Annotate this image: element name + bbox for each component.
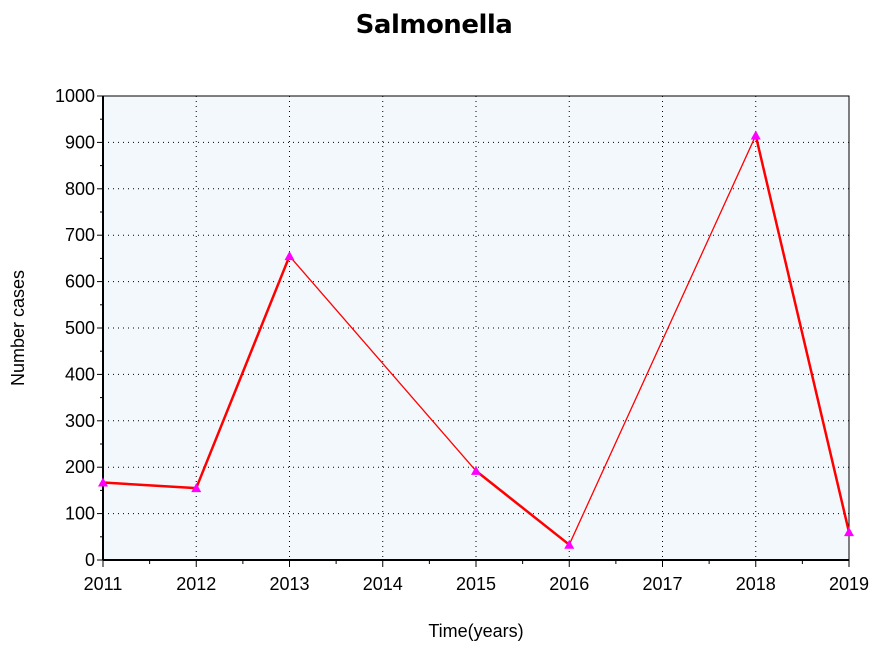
plot-area: [103, 96, 849, 560]
series-segment: [288, 255, 477, 472]
y-tick-label: 400: [65, 364, 95, 384]
x-tick-label: 2016: [549, 574, 589, 594]
x-tick-label: 2011: [84, 574, 123, 594]
y-tick-label: 200: [65, 457, 95, 477]
y-tick-label: 300: [65, 411, 95, 431]
series-segment: [195, 254, 291, 490]
x-tick-label: 2019: [829, 574, 869, 594]
x-tick-label: 2017: [642, 574, 682, 594]
data-point: [844, 527, 854, 537]
x-tick-label: 2012: [176, 574, 216, 594]
y-tick-label: 1000: [55, 86, 95, 106]
data-point: [191, 483, 202, 493]
y-tick-label: 700: [65, 225, 95, 245]
y-tick-label: 600: [65, 272, 95, 292]
y-tick-label: 800: [65, 179, 95, 199]
series: [98, 130, 854, 549]
data-point: [284, 251, 295, 261]
y-tick-label: 500: [65, 318, 95, 338]
data-point: [471, 465, 481, 475]
y-tick-label: 900: [65, 132, 95, 152]
data-point: [564, 539, 575, 549]
data-point: [98, 477, 108, 487]
chart-title: Salmonella: [356, 10, 513, 40]
x-tick-label: 2013: [269, 574, 309, 594]
x-tick-label: 2018: [736, 574, 776, 594]
series-segment: [474, 469, 571, 546]
y-tick-label: 0: [85, 550, 95, 570]
x-tick-label: 2014: [363, 574, 403, 594]
y-tick-label: 100: [65, 504, 95, 524]
series-segment: [101, 481, 198, 490]
tick-labels: 0 100 200 300 400 500 600 700 800 900 1000 2011 2012…: [55, 86, 869, 594]
x-axis-label: Time(years): [428, 621, 523, 641]
data-point: [750, 130, 761, 140]
series-segment: [568, 134, 757, 546]
y-axis-label: Number cases: [8, 270, 28, 386]
x-tick-label: 2015: [456, 574, 496, 594]
series-segment: [754, 134, 851, 534]
